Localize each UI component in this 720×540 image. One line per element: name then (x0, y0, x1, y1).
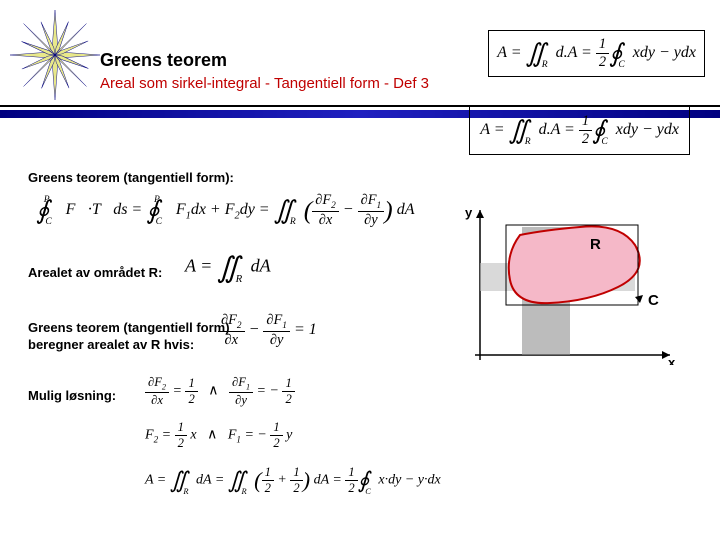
condition-formula: ∂F2∂x − ∂F1∂y = 1 (218, 312, 317, 349)
area-label: Arealet av området R: (28, 265, 162, 280)
solution-formula-partials: ∂F2∂x = 12 ∧ ∂F1∂y = − 12 (145, 375, 295, 408)
boxed-area-formula: A = ∬R d.A = 12∮C xdy − ydx (469, 106, 690, 155)
page-title: Greens teorem (100, 50, 227, 71)
top-area-formula: A = ∬R d.A = 12∮C xdy − ydx (488, 30, 705, 77)
starburst-icon (10, 10, 100, 100)
x-axis-label: x (668, 355, 676, 365)
region-R-label: R (590, 236, 601, 253)
solution-label: Mulig løsning: (28, 388, 116, 403)
page-subtitle: Areal som sirkel-integral - Tangentiell … (100, 75, 429, 92)
greens-theorem-label: Greens teorem (tangentiell form): (28, 170, 234, 185)
area-formula: A = ∬R dA (185, 250, 271, 285)
y-axis-label: y (465, 205, 473, 220)
condition-label-line1: Greens teorem (tangentiell form) (28, 320, 230, 335)
curve-C-label: C (648, 292, 659, 309)
region-graph: y x R C (450, 205, 680, 365)
solution-formula-fields: F2 = 12 x ∧ F1 = − 12 y (145, 420, 292, 451)
final-area-derivation: A = ∬R dA = ∬R (12 + 12) dA = 12∮C x·dy … (145, 465, 441, 496)
condition-label-line2: beregner arealet av R hvis: (28, 337, 194, 352)
greens-theorem-formula: ∮CP F⃗·T⃗ds = ∮CP F1dx + F2dy = ∬R (∂F2∂… (36, 192, 414, 229)
